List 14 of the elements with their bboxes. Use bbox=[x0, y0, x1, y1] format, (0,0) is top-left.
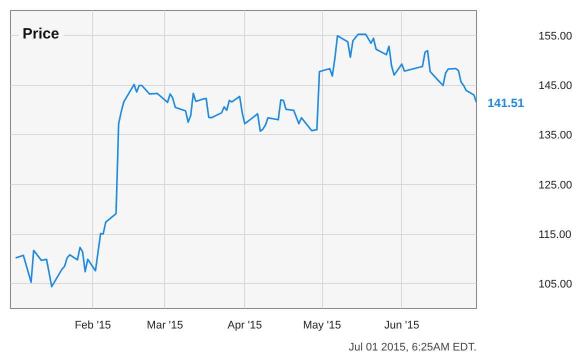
x-tick-label: Jun '15 bbox=[384, 320, 420, 332]
y-tick-label: 105.00 bbox=[538, 278, 572, 291]
y-tick-label: 145.00 bbox=[538, 80, 572, 92]
data-label: 141.51 bbox=[488, 96, 525, 110]
y-tick-label: 125.00 bbox=[538, 179, 572, 192]
x-tick-label: Mar '15 bbox=[146, 320, 184, 332]
text: Jul 01 2015, 6:25AM EDT. bbox=[348, 342, 476, 354]
y-tick-label: 135.00 bbox=[538, 130, 572, 142]
x-tick-label: May '15 bbox=[302, 320, 342, 332]
text: Price bbox=[22, 26, 60, 42]
y-tick-label: 155.00 bbox=[538, 30, 572, 42]
y-tick-label: 115.00 bbox=[538, 229, 572, 241]
x-tick-label: Apr '15 bbox=[228, 320, 262, 332]
x-tick-label: Feb '15 bbox=[74, 320, 112, 332]
